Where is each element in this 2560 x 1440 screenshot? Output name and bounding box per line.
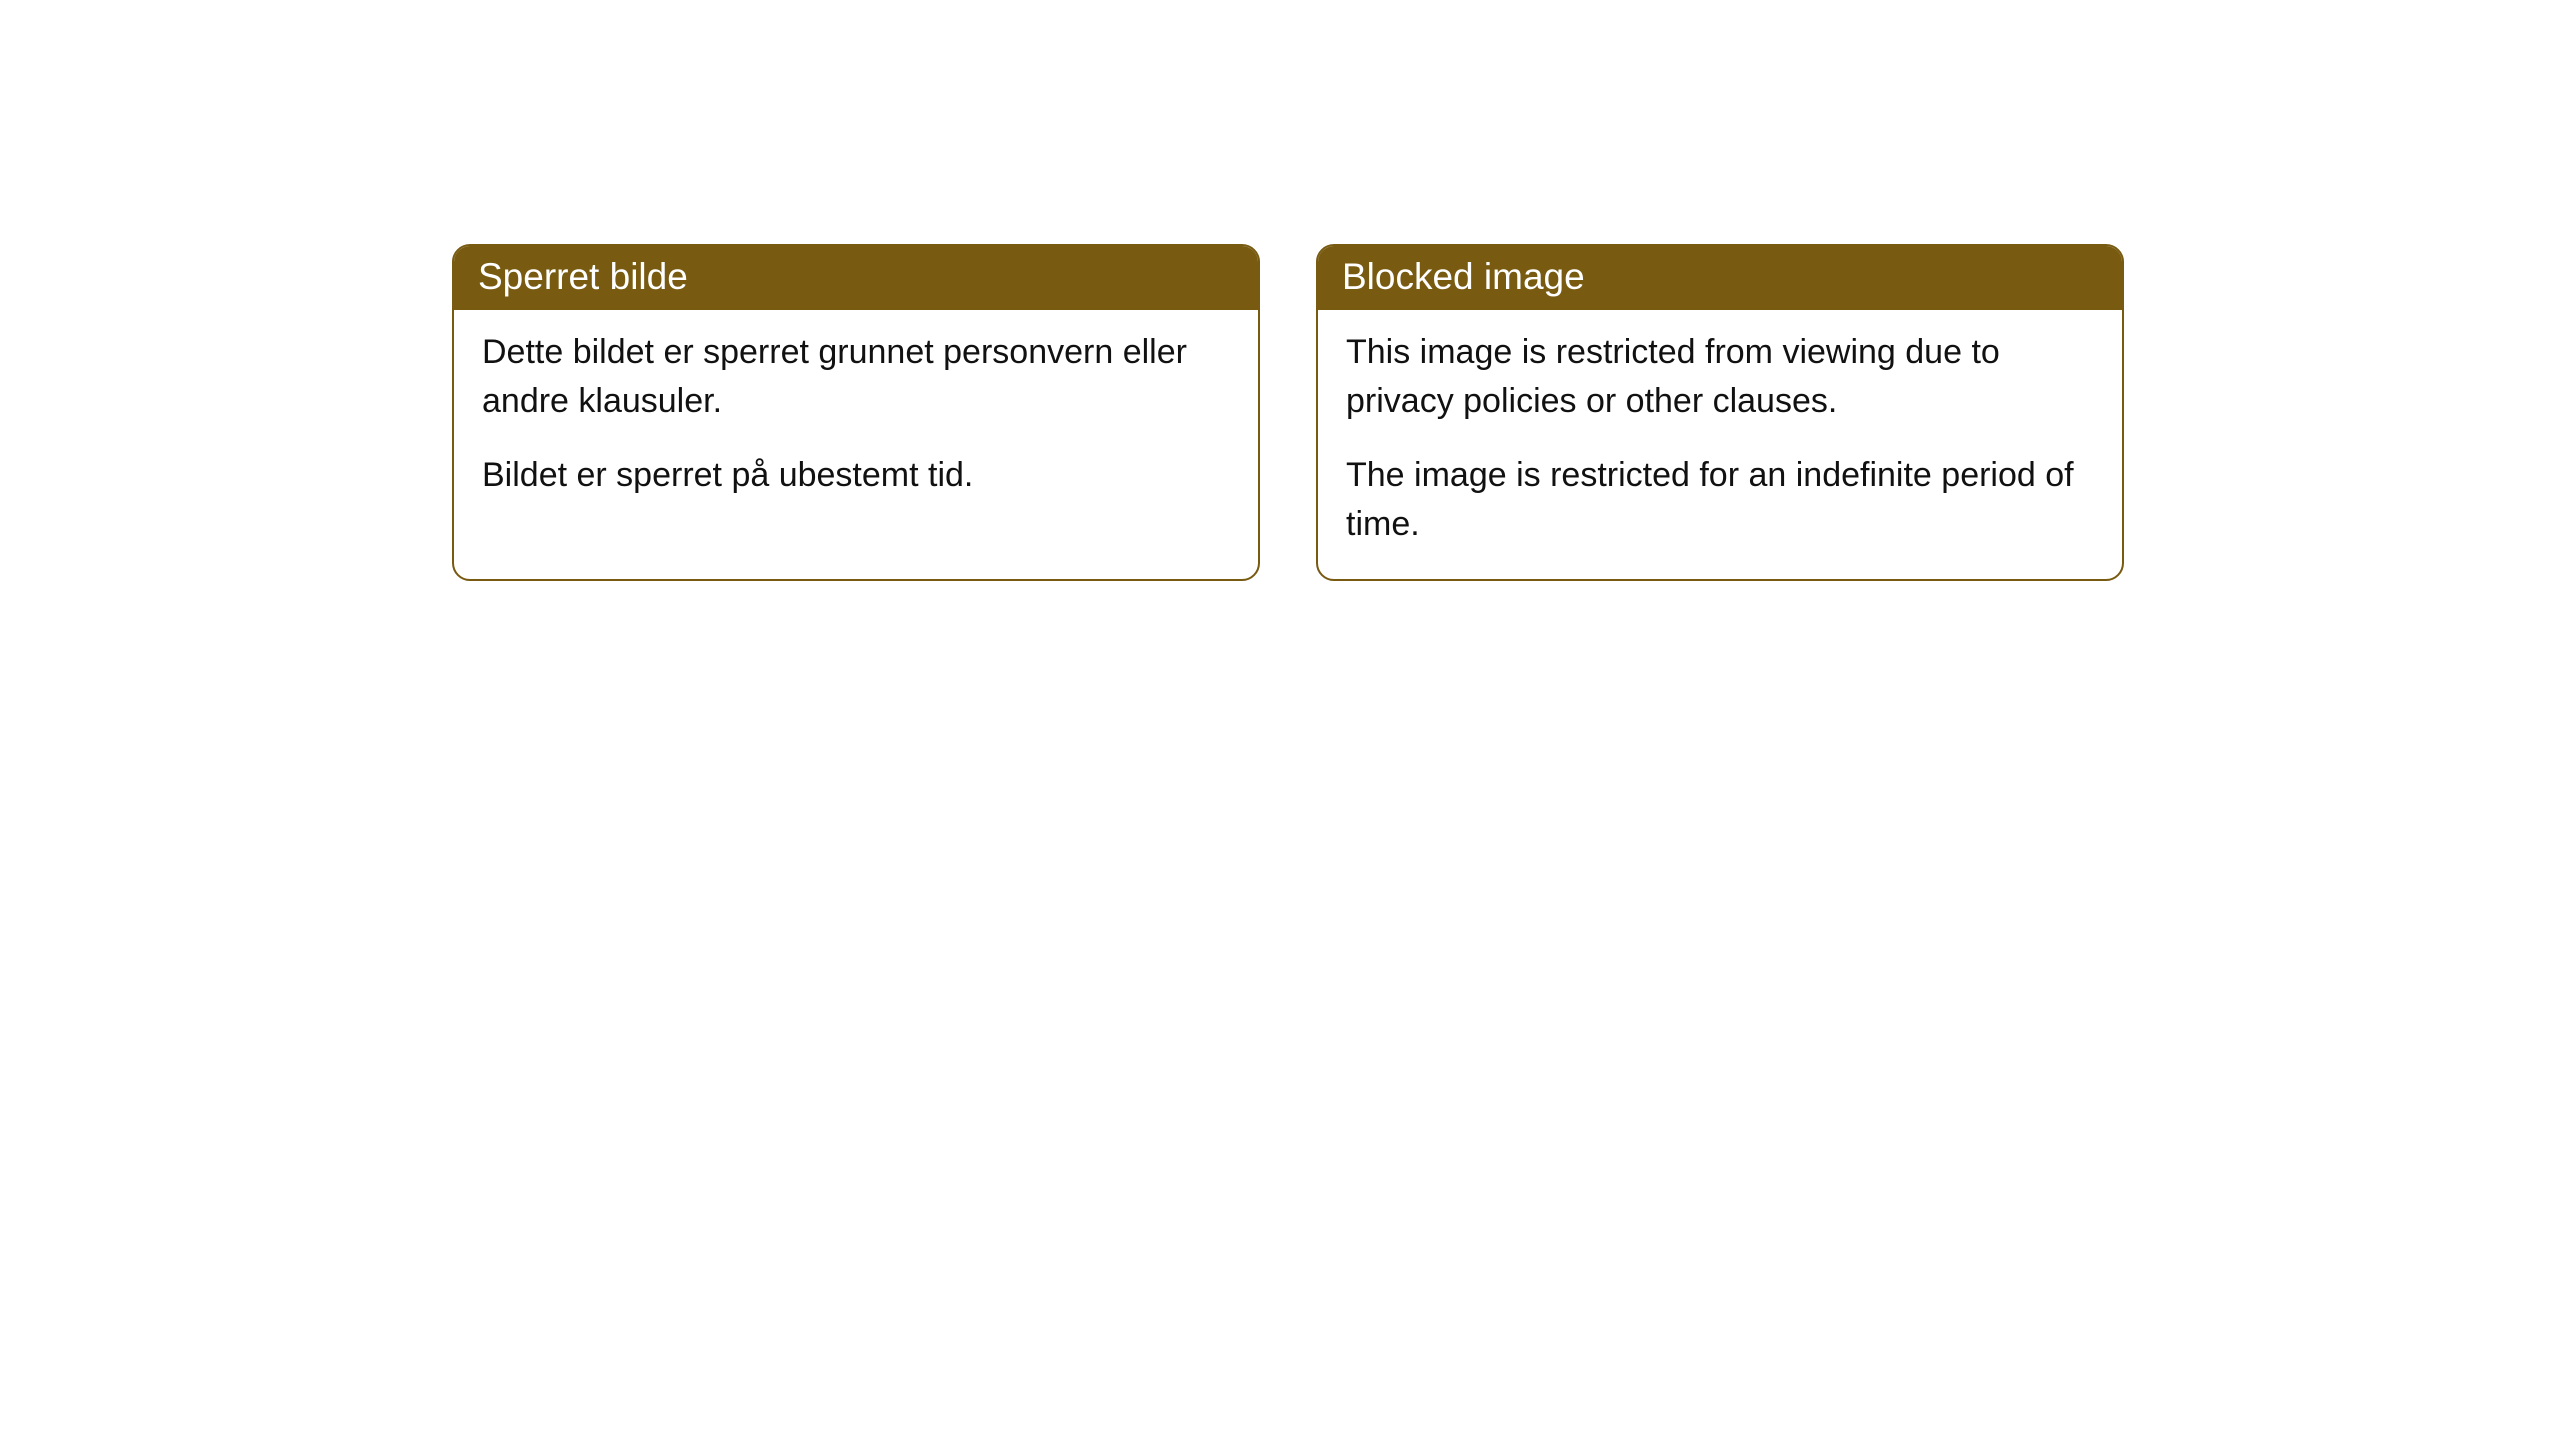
card-paragraph-2-no: Bildet er sperret på ubestemt tid.	[482, 451, 1230, 500]
notice-cards-container: Sperret bilde Dette bildet er sperret gr…	[452, 244, 2124, 581]
card-header-en: Blocked image	[1318, 246, 2122, 310]
card-title-en: Blocked image	[1342, 256, 1585, 297]
card-title-no: Sperret bilde	[478, 256, 688, 297]
card-body-no: Dette bildet er sperret grunnet personve…	[454, 310, 1258, 530]
blocked-image-card-no: Sperret bilde Dette bildet er sperret gr…	[452, 244, 1260, 581]
card-body-en: This image is restricted from viewing du…	[1318, 310, 2122, 579]
card-paragraph-1-no: Dette bildet er sperret grunnet personve…	[482, 328, 1230, 427]
card-header-no: Sperret bilde	[454, 246, 1258, 310]
card-paragraph-2-en: The image is restricted for an indefinit…	[1346, 451, 2094, 550]
blocked-image-card-en: Blocked image This image is restricted f…	[1316, 244, 2124, 581]
card-paragraph-1-en: This image is restricted from viewing du…	[1346, 328, 2094, 427]
